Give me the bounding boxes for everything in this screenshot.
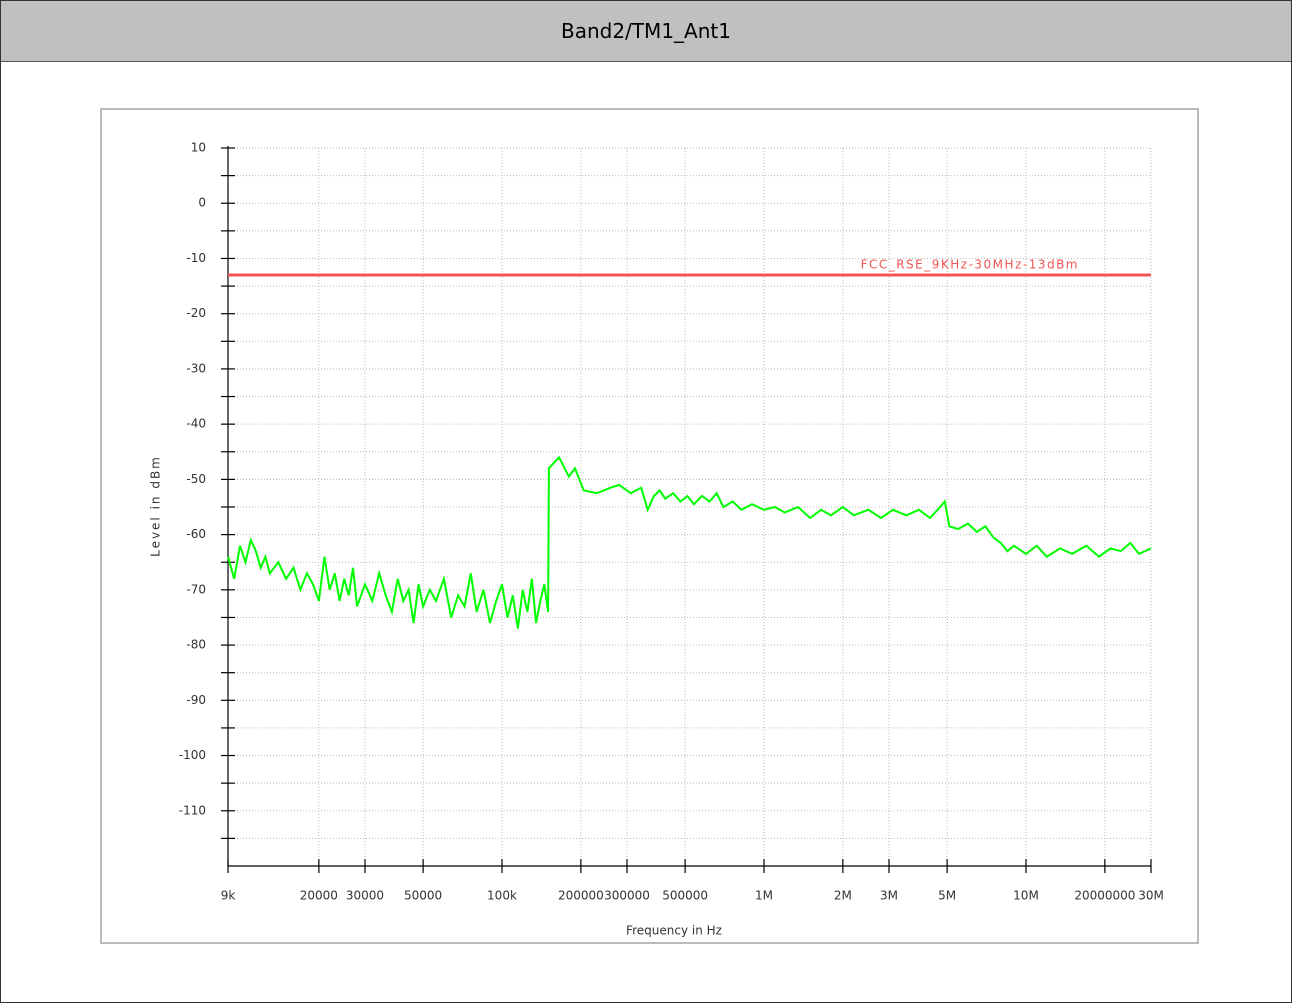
x-tick-label: 2M <box>834 889 852 903</box>
chart-panel <box>100 108 1199 944</box>
y-tick-label: -40 <box>186 417 206 431</box>
y-tick-label: 10 <box>191 141 206 155</box>
x-tick-label: 50000 <box>404 889 442 903</box>
y-tick-label: -50 <box>186 472 206 486</box>
x-tick-label: 300000 <box>604 889 650 903</box>
series-line <box>227 455 1152 629</box>
y-tick-label: -90 <box>186 693 206 707</box>
x-tick-label: 3M <box>880 889 898 903</box>
header-title: Band2/TM1_Ant1 <box>1 1 1291 62</box>
y-tick-label: -20 <box>186 306 206 320</box>
x-tick-label: 30000 <box>346 889 384 903</box>
y-tick-label: 0 <box>198 196 206 210</box>
x-tick-label: 200000 <box>558 889 604 903</box>
y-tick-label: -100 <box>179 748 206 762</box>
x-tick-label: 9k <box>221 889 236 903</box>
x-tick-label: 10M <box>1013 889 1039 903</box>
x-tick-label: 100k <box>487 889 517 903</box>
y-tick-label: -70 <box>186 582 206 596</box>
x-tick-label: 20000000 <box>1074 889 1135 903</box>
x-tick-label: 30M <box>1138 889 1164 903</box>
x-axis-label: Frequency in Hz <box>626 924 722 938</box>
x-tick-label: 1M <box>755 889 773 903</box>
y-tick-label: -110 <box>179 803 206 817</box>
y-tick-label: -10 <box>186 251 206 265</box>
y-tick-label: -60 <box>186 527 206 541</box>
y-axis-label: Level in dBm <box>149 455 163 557</box>
x-tick-label: 500000 <box>662 889 708 903</box>
x-tick-label: 20000 <box>300 889 338 903</box>
x-tick-label: 5M <box>938 889 956 903</box>
y-tick-label: -30 <box>186 361 206 375</box>
y-tick-label: -80 <box>186 638 206 652</box>
limit-label: FCC_RSE_9KHz-30MHz-13dBm <box>861 258 1079 272</box>
